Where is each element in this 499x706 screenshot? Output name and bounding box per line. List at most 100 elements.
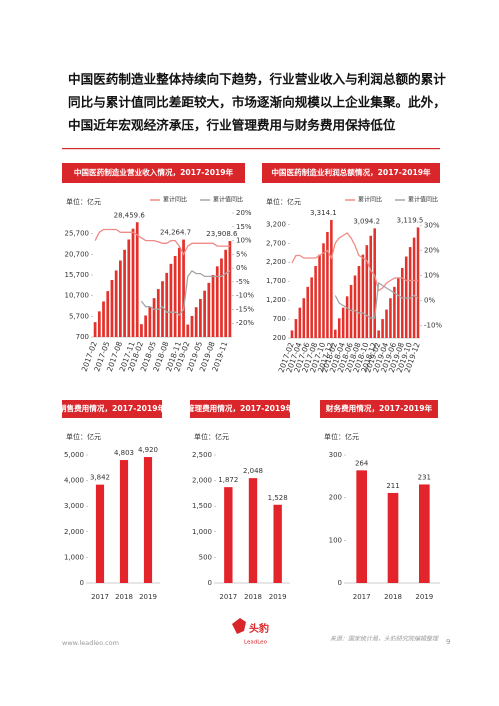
y-tick-label: 200 bbox=[273, 334, 286, 342]
y2-tick-label: 0% bbox=[424, 297, 435, 305]
value-label: 264 bbox=[355, 459, 369, 467]
value-label: 28,459.6 bbox=[114, 211, 146, 219]
bar bbox=[207, 282, 211, 337]
y-tick-label: 25,700 bbox=[65, 230, 90, 238]
y-tick-label: 15,700 bbox=[65, 271, 90, 279]
bar bbox=[361, 254, 365, 338]
bar bbox=[190, 315, 194, 337]
bar bbox=[341, 307, 345, 338]
y2-tick-label: -10% bbox=[236, 292, 254, 300]
y2-tick-label: 0% bbox=[236, 264, 247, 272]
bar bbox=[381, 319, 384, 338]
value-label: 3,842 bbox=[90, 474, 110, 482]
chart-header bbox=[62, 400, 162, 418]
bar bbox=[102, 301, 105, 337]
y-tick-label: 700 bbox=[76, 333, 89, 341]
bar bbox=[161, 281, 164, 337]
bar bbox=[408, 247, 412, 338]
bar bbox=[95, 484, 105, 583]
value-label: 3,314.1 bbox=[310, 209, 337, 217]
rule bbox=[62, 148, 440, 150]
bar bbox=[373, 228, 376, 338]
bar bbox=[412, 237, 416, 338]
bar bbox=[173, 255, 177, 337]
bar bbox=[152, 298, 156, 337]
bar bbox=[114, 270, 118, 337]
bar bbox=[369, 235, 373, 338]
y-tick-label: 500 bbox=[199, 553, 212, 561]
line bbox=[94, 228, 230, 256]
bar bbox=[416, 227, 420, 338]
bar bbox=[119, 260, 122, 337]
x-tick-label: 2019 bbox=[415, 593, 433, 601]
value-label: 211 bbox=[386, 482, 399, 490]
bar bbox=[337, 318, 341, 338]
y-tick-label: 10,700 bbox=[65, 292, 90, 300]
bar bbox=[169, 263, 173, 337]
y2-tick-label: 15% bbox=[236, 223, 252, 231]
y-tick-label: 200 bbox=[329, 494, 342, 502]
y-tick-label: 2,000 bbox=[192, 477, 212, 485]
legend-label: 累计值同比 bbox=[408, 196, 438, 204]
y2-tick-label: 10% bbox=[236, 237, 252, 245]
bar bbox=[273, 504, 282, 583]
y-tick-label: 3,000 bbox=[64, 502, 84, 510]
bar bbox=[93, 322, 97, 337]
legend-label: 累计同比 bbox=[358, 196, 382, 204]
x-tick-label: 2017 bbox=[219, 593, 237, 601]
chart-header bbox=[190, 400, 290, 418]
y2-tick-label: 20% bbox=[424, 247, 440, 255]
value-label: 231 bbox=[418, 473, 431, 481]
y-tick-label: 5,000 bbox=[64, 451, 84, 459]
y-tick-label: 100 bbox=[329, 536, 342, 544]
bar bbox=[110, 279, 114, 337]
line bbox=[140, 270, 231, 316]
y-tick-label: 1,700 bbox=[266, 277, 286, 285]
bar bbox=[419, 484, 430, 583]
chart-title: 中国医药制造业利润总额情况，2017-2019年 bbox=[271, 167, 431, 177]
y2-tick-label: 5% bbox=[236, 250, 247, 258]
bar bbox=[365, 245, 369, 338]
y-tick-label: 1,500 bbox=[192, 502, 212, 510]
y-tick-label: 2,200 bbox=[266, 258, 286, 266]
bar bbox=[397, 277, 400, 338]
logo: 头豹 bbox=[249, 622, 269, 635]
bar bbox=[228, 241, 232, 337]
bar bbox=[326, 231, 329, 338]
bar bbox=[135, 222, 139, 337]
bar bbox=[215, 266, 219, 337]
bar bbox=[248, 478, 258, 583]
y-tick-label: 300 bbox=[329, 451, 342, 459]
bar bbox=[387, 492, 399, 583]
bar bbox=[203, 290, 206, 337]
headline: 同比与累计值同比差距较大，市场逐渐向规模以上企业集聚。此外， bbox=[68, 95, 446, 110]
bar bbox=[334, 329, 337, 338]
bar bbox=[298, 307, 302, 338]
x-tick-label: 2019 bbox=[139, 593, 157, 601]
y2-tick-label: -20% bbox=[236, 319, 254, 327]
unit: 单位：亿元 bbox=[66, 197, 101, 206]
line bbox=[291, 232, 418, 292]
bar bbox=[177, 247, 181, 337]
bar bbox=[349, 284, 353, 338]
value-label: 4,803 bbox=[114, 449, 134, 457]
bar bbox=[199, 298, 202, 337]
bar bbox=[393, 286, 396, 338]
chart-header bbox=[262, 163, 440, 183]
bar bbox=[294, 319, 298, 338]
y-tick-label: 1,000 bbox=[192, 528, 212, 536]
y-tick-label: 4,000 bbox=[64, 477, 84, 485]
value-label: 3,119.5 bbox=[397, 216, 424, 224]
unit: 单位：亿元 bbox=[66, 432, 101, 441]
bar bbox=[314, 266, 317, 338]
y-tick-label: 5,700 bbox=[69, 312, 89, 320]
bar bbox=[131, 228, 135, 337]
bar bbox=[353, 275, 357, 338]
value-label: 1,528 bbox=[268, 494, 288, 502]
y2-tick-label: 20% bbox=[236, 209, 252, 217]
chart-title: 中国医药制造业营业收入情况，2017-2019年 bbox=[74, 167, 234, 177]
bar bbox=[144, 315, 148, 337]
bar bbox=[97, 311, 101, 337]
y-tick-label: 2,700 bbox=[266, 239, 286, 247]
headline: 中国近年宏观经济承压，行业管理费用与财务费用保持低位 bbox=[68, 118, 396, 133]
